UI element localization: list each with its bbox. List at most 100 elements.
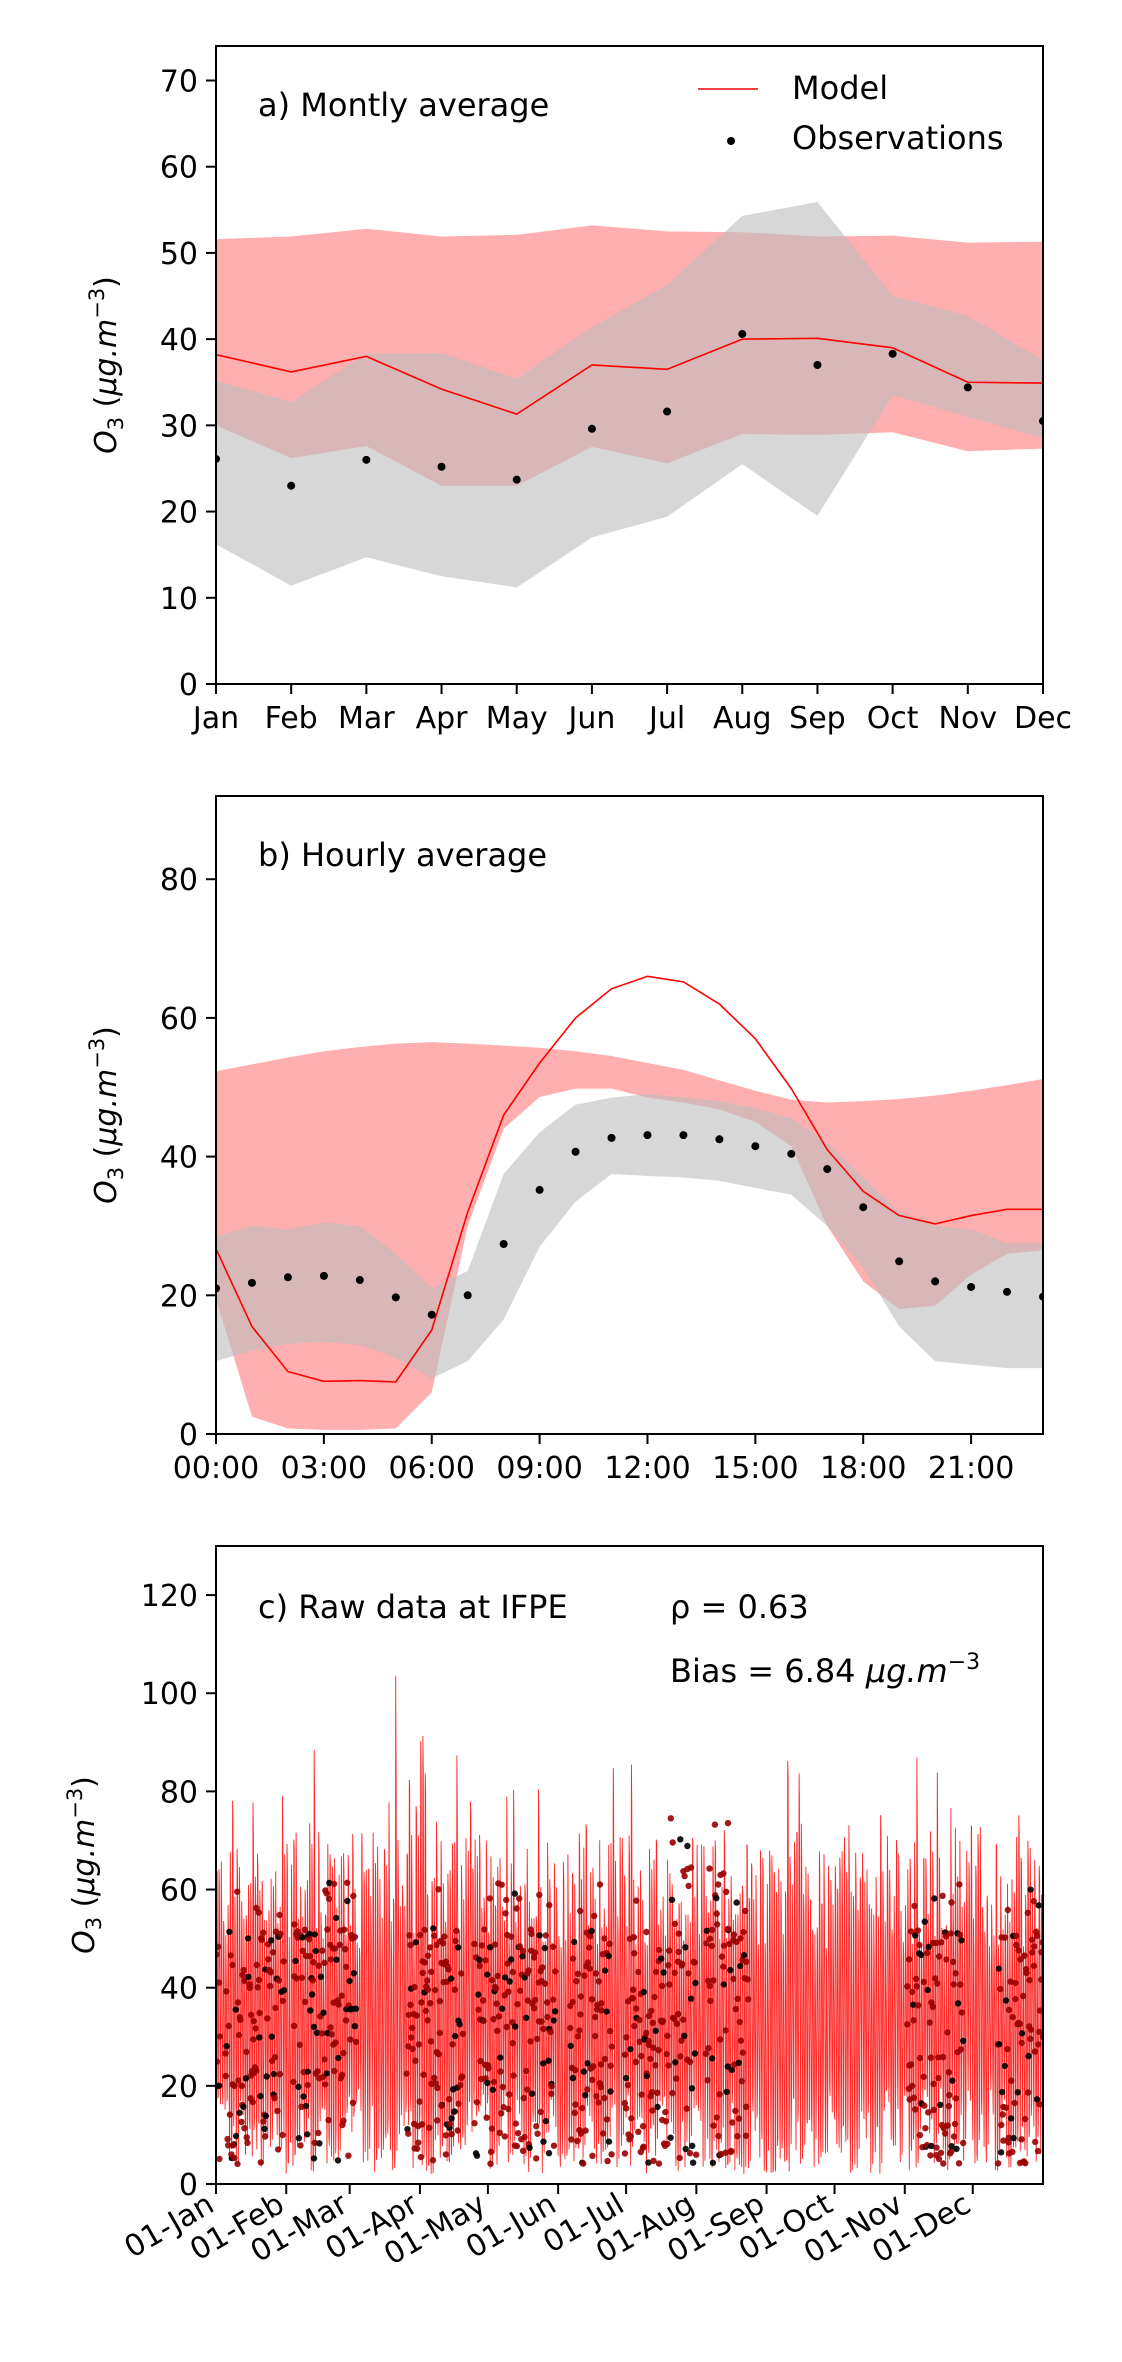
observation-point xyxy=(940,2160,947,2167)
observation-point xyxy=(895,1257,904,1266)
observation-point xyxy=(643,1131,652,1140)
observation-point xyxy=(543,1999,551,2006)
observation-point xyxy=(441,1933,448,1940)
observation-point xyxy=(362,455,371,464)
observation-point xyxy=(710,2122,717,2129)
observation-point xyxy=(455,1944,462,1951)
observation-point xyxy=(1020,1992,1027,2000)
observation-point xyxy=(448,2130,455,2138)
observation-point xyxy=(589,2076,596,2083)
observation-point xyxy=(280,1958,287,1965)
observation-point xyxy=(678,2037,685,2044)
observation-point xyxy=(689,2142,696,2149)
observation-point xyxy=(253,2067,260,2074)
observation-point xyxy=(409,2045,416,2053)
observation-point xyxy=(957,2046,965,2053)
observation-point xyxy=(955,2160,963,2167)
observation-point xyxy=(266,1982,274,1990)
observation-point xyxy=(910,2094,918,2101)
observation-point xyxy=(545,2150,553,2157)
observation-point xyxy=(308,1991,316,1998)
observation-point xyxy=(446,2120,454,2128)
observation-point xyxy=(421,1959,428,1966)
observation-point xyxy=(937,2101,944,2108)
observation-point xyxy=(631,1950,638,1957)
observation-point xyxy=(463,1291,472,1300)
observation-point xyxy=(924,1986,931,1994)
observation-point xyxy=(327,1956,334,1963)
observation-point xyxy=(944,2122,951,2129)
observation-point xyxy=(487,2148,495,2155)
observation-point xyxy=(576,2027,583,2034)
observation-point xyxy=(216,2033,224,2040)
observation-point xyxy=(582,2092,589,2099)
observation-point xyxy=(547,2028,554,2036)
x-tick-label: 15:00 xyxy=(712,1451,798,1486)
observation-point xyxy=(605,2138,613,2145)
observation-point xyxy=(254,1984,261,1991)
observation-point xyxy=(403,2070,410,2077)
observation-point xyxy=(601,2094,608,2102)
x-tick-label: Oct xyxy=(867,701,919,736)
observation-point xyxy=(429,2157,437,2164)
raw-data-panel: 0 20 40 60 80 100 120 01-Jan01-Feb01-Mar01-Apr… xyxy=(63,1545,1044,2272)
x-tick-label: 21:00 xyxy=(928,1451,1014,1486)
observation-point xyxy=(715,1135,724,1144)
observation-point xyxy=(640,2143,647,2150)
observation-point xyxy=(708,1926,716,1934)
observation-point xyxy=(737,1935,744,1942)
observation-point xyxy=(249,2098,256,2106)
observation-point xyxy=(271,2095,278,2102)
observation-point xyxy=(1014,2089,1021,2096)
observation-point xyxy=(540,2138,547,2145)
observation-point xyxy=(331,2067,338,2075)
observation-point xyxy=(290,2078,297,2086)
observation-point xyxy=(730,1931,738,1938)
x-tick-label: 00:00 xyxy=(173,1451,259,1486)
observation-point xyxy=(526,2144,533,2151)
observation-point xyxy=(323,2070,330,2077)
y-tick-label: 70 xyxy=(160,64,198,99)
observation-point xyxy=(743,2103,750,2110)
observation-point xyxy=(427,2000,434,2007)
observation-point xyxy=(535,1185,544,1194)
observation-point xyxy=(451,2108,458,2115)
observation-point xyxy=(350,1970,357,1977)
observation-point xyxy=(451,1986,459,1993)
observation-point xyxy=(591,1912,598,1920)
x-tick-label: Dec xyxy=(1014,701,1072,736)
observation-point xyxy=(742,2132,750,2139)
observation-point xyxy=(498,2005,506,2012)
observation-point xyxy=(1024,2089,1032,2096)
observation-point xyxy=(531,1949,539,1956)
observation-point xyxy=(607,1133,616,1142)
observation-point xyxy=(621,2099,628,2107)
observation-point xyxy=(346,1977,353,1985)
observation-point xyxy=(633,1897,640,1904)
observation-point xyxy=(1036,2101,1043,2108)
observation-point xyxy=(572,2066,579,2074)
observation-point xyxy=(299,1934,306,1941)
panel-a-y-ticks: 0 10 20 30 40 50 60 70 xyxy=(160,64,216,703)
observation-point xyxy=(933,2144,940,2151)
observation-point xyxy=(505,1988,512,1995)
observation-point xyxy=(736,2018,743,2026)
observation-point xyxy=(550,1943,557,1951)
observation-point xyxy=(244,1935,252,1942)
observation-point xyxy=(435,2050,442,2058)
observation-point xyxy=(577,2130,585,2137)
observation-point xyxy=(568,2136,575,2143)
observation-point xyxy=(528,1930,535,1938)
observation-point xyxy=(514,2130,522,2137)
observation-point xyxy=(1008,2077,1015,2084)
observation-point xyxy=(545,2057,552,2064)
observation-point xyxy=(580,2068,587,2075)
observation-point xyxy=(703,1927,710,1935)
observation-point xyxy=(506,2091,513,2098)
observation-point xyxy=(1027,1886,1034,1893)
observation-point xyxy=(713,1894,720,1902)
observation-point xyxy=(658,1955,665,1962)
observation-point xyxy=(235,2077,242,2084)
observation-point xyxy=(291,1921,298,1928)
observation-point xyxy=(649,2019,656,2027)
